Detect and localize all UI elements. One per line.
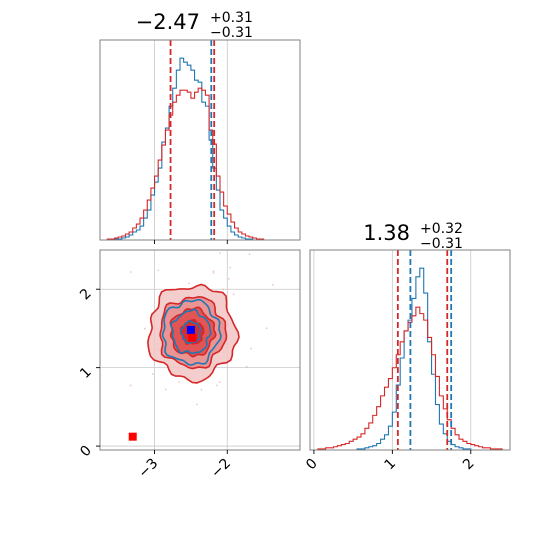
sample-point: [212, 271, 215, 274]
sample-point: [250, 347, 252, 350]
axes-frame: [99, 249, 301, 451]
title-value-param-1: 1.38: [363, 221, 410, 245]
contour-line-blue-2: [179, 320, 202, 344]
sample-point: [218, 252, 221, 254]
y-tick-label: 1: [77, 364, 95, 382]
histogram-step-line-1: [310, 306, 510, 450]
contour-line-blue-0: [161, 298, 222, 366]
histogram-step-line-0: [100, 57, 300, 240]
sample-point: [248, 253, 251, 255]
axes-frame: [99, 39, 301, 241]
sample-point: [245, 365, 248, 368]
truth-markers: [128, 326, 197, 441]
x-tick-label: −3: [135, 456, 161, 482]
sample-point: [272, 283, 274, 286]
sample-point: [229, 266, 232, 269]
histogram-step-line-1: [100, 87, 300, 240]
x-tick-label: 2: [460, 456, 478, 474]
sample-point: [218, 381, 221, 384]
sample-point: [265, 327, 268, 330]
sample-point: [164, 388, 167, 391]
x-tick-label: −2: [208, 456, 234, 482]
sample-point: [200, 388, 203, 391]
histogram-series: [310, 267, 510, 450]
axes-frame: [309, 249, 511, 451]
histogram-step-line-0: [310, 267, 510, 450]
x-ticks: 0 1 2: [303, 450, 478, 474]
contour-panel: −3 −2 0 1 2: [77, 249, 301, 482]
x-tick-label: 1: [382, 456, 400, 474]
sample-point: [129, 271, 132, 273]
sample-point: [215, 384, 218, 387]
sample-point: [227, 278, 230, 280]
sample-point: [129, 384, 132, 387]
sample-point: [151, 373, 154, 375]
sample-point: [196, 403, 198, 406]
title-lower-error-param-0: −0.31: [210, 25, 253, 41]
x-tick-label: 0: [303, 456, 321, 474]
histogram-series: [100, 57, 300, 240]
contour-line-blue-1: [170, 308, 212, 355]
sample-point: [222, 288, 225, 291]
y-tick-label: 0: [77, 443, 95, 461]
title-upper-error-param-0: +0.31: [210, 10, 253, 26]
truth-marker-1: [188, 333, 197, 342]
truth-marker-0: [186, 326, 195, 334]
truth-marker-2: [128, 432, 137, 441]
title-value-param-0: −2.47: [136, 10, 200, 34]
sample-point: [232, 293, 235, 296]
sample-point: [212, 270, 215, 273]
quantile-lines: [396, 250, 453, 450]
y-tick-label: 2: [77, 286, 95, 304]
x-ticks: [154, 240, 228, 244]
sample-point: [143, 327, 146, 330]
quantile-lines: [169, 40, 216, 240]
sample-point: [188, 282, 190, 285]
sample-point: [157, 269, 160, 272]
hist-panel-param-0: −2.47 +0.31 −0.31: [99, 10, 301, 244]
hist-panel-param-1: 0 1 2 1.38 +0.32 −0.31: [303, 221, 511, 474]
sample-point: [178, 381, 181, 383]
title-lower-error-param-1: −0.31: [420, 236, 463, 252]
title-upper-error-param-1: +0.32: [420, 221, 463, 237]
